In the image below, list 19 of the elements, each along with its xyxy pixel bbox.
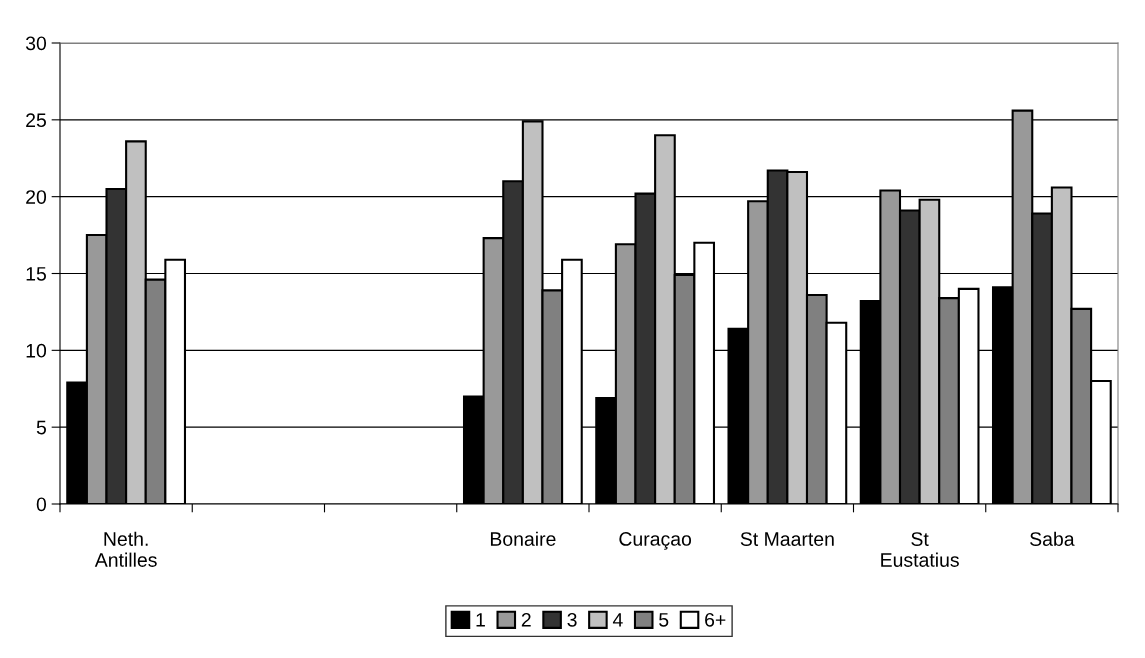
y-tick-label: 30	[25, 36, 47, 51]
y-tick-label: 25	[26, 113, 46, 128]
y-tick-label: 20	[26, 190, 47, 204]
x-tick-label: Neth. Antilles	[94, 531, 157, 567]
legend-label: 2	[521, 612, 531, 627]
legend-label: 4	[612, 613, 623, 627]
x-tick-label: St Eustatius	[881, 532, 959, 567]
legend-label: 1	[476, 613, 485, 627]
x-tick-label: Bonaire	[490, 531, 556, 546]
y-tick-label: 10	[26, 343, 47, 358]
y-tick-label: 5	[36, 420, 46, 435]
y-tick-label: 0	[36, 497, 47, 512]
legend-label: 6+	[705, 612, 726, 627]
y-tick-label: 15	[26, 267, 46, 281]
legend-label: 5	[659, 613, 669, 627]
x-tick-label: Saba	[1030, 531, 1075, 546]
x-tick-label: Curaçao	[619, 532, 692, 550]
x-tick-label: St Maarten	[740, 532, 834, 546]
legend-label: 3	[567, 612, 577, 627]
